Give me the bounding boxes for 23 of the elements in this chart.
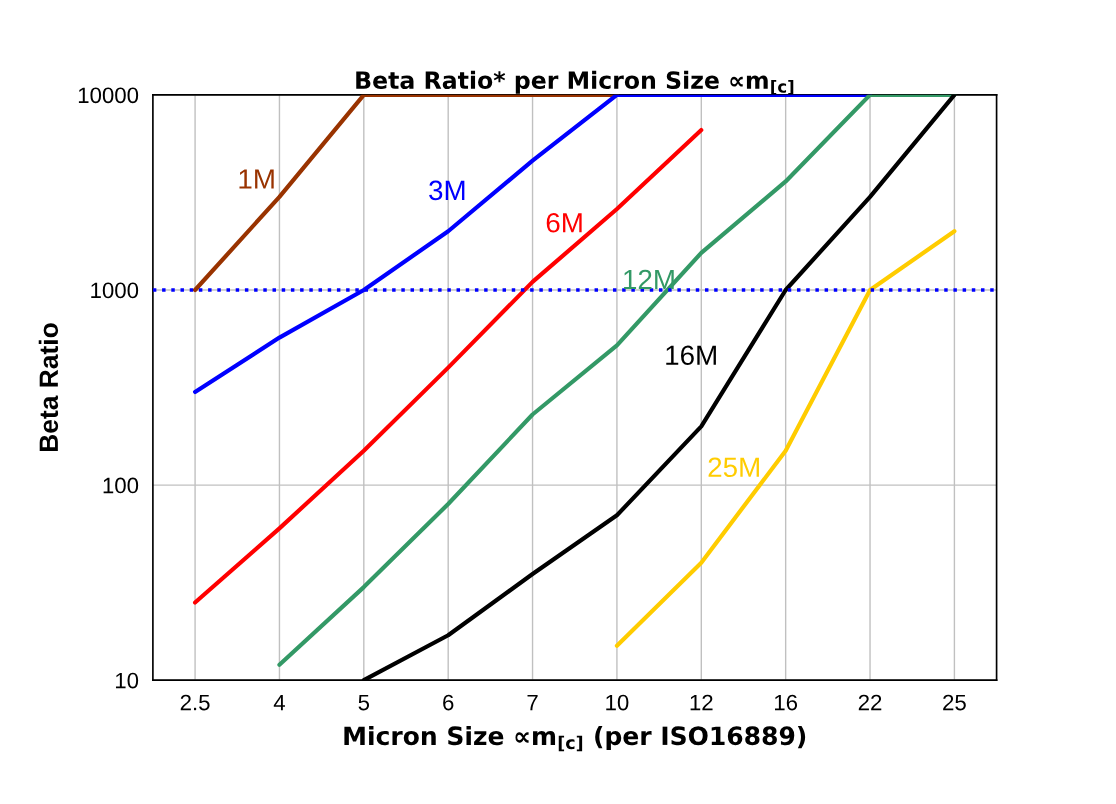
series-label: 6M — [546, 212, 582, 233]
x-tick-label: 22 — [858, 694, 882, 711]
x-tick-label: 25 — [943, 694, 966, 711]
x-tick-label: 16 — [775, 694, 798, 711]
y-tick-label: 10 — [115, 672, 139, 689]
x-tick-label: 10 — [606, 694, 629, 711]
y-axis-title: Beta Ratio — [38, 323, 59, 452]
y-tick-label: 10000 — [78, 87, 139, 104]
series-label: 1M — [239, 169, 274, 189]
x-tick-label: 6 — [443, 694, 454, 711]
x-tick-label: 5 — [358, 694, 370, 711]
line-series — [614, 229, 957, 648]
series-label: 16M — [666, 345, 716, 366]
x-tick-label: 4 — [273, 694, 285, 711]
series-label: 12M — [624, 269, 674, 290]
y-tick-label: 100 — [103, 477, 139, 494]
series-label: 3M — [429, 180, 465, 201]
y-tick-label: 1000 — [91, 282, 139, 299]
x-tick-label: 7 — [527, 694, 538, 711]
series-label: 25M — [708, 457, 759, 478]
x-axis-title: Micron Size ∝m$_{[c]}$ (per ISO16889) — [344, 725, 806, 752]
x-tick-label: 2.5 — [180, 694, 210, 711]
x-tick-label: 12 — [690, 694, 713, 711]
